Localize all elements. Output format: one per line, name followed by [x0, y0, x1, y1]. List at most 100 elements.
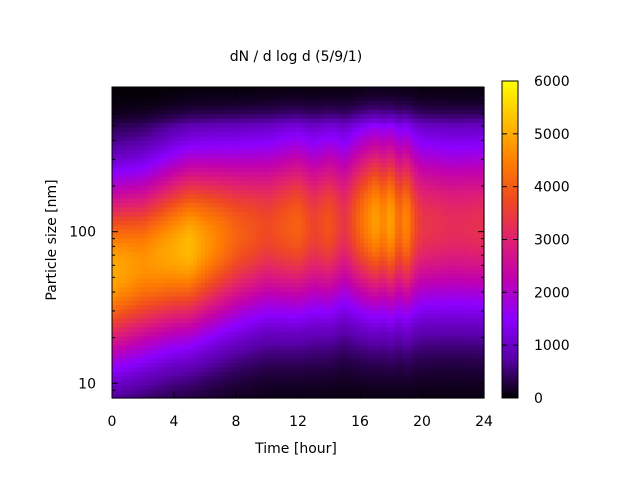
heatmap-cell — [340, 366, 346, 372]
heatmap-cell — [158, 384, 163, 390]
heatmap-cell — [294, 109, 299, 115]
heatmap-cell — [158, 389, 163, 395]
heatmap-cell — [383, 140, 388, 146]
heatmap-cell — [383, 282, 388, 288]
heatmap-cell — [212, 300, 218, 306]
heatmap-cell — [332, 175, 338, 181]
heatmap-cell — [115, 131, 121, 137]
heatmap-cell — [282, 233, 287, 239]
heatmap-cell — [360, 393, 365, 399]
heatmap-cell — [352, 331, 357, 337]
heatmap-cell — [123, 220, 129, 226]
heatmap-cell — [232, 113, 237, 119]
heatmap-cell — [193, 140, 198, 146]
heatmap-cell — [243, 87, 249, 93]
heatmap-cell — [239, 131, 245, 137]
heatmap-cell — [375, 91, 380, 97]
heatmap-cell — [379, 166, 384, 173]
heatmap-cell — [270, 340, 276, 346]
heatmap-cell — [321, 131, 326, 137]
heatmap-cell — [263, 206, 268, 212]
heatmap-cell — [255, 122, 260, 128]
heatmap-cell — [115, 322, 121, 328]
heatmap-cell — [332, 335, 338, 341]
heatmap-cell — [387, 304, 392, 310]
heatmap-cell — [193, 335, 198, 341]
heatmap-cell — [135, 220, 140, 226]
heatmap-cell — [270, 202, 276, 208]
heatmap-cell — [205, 340, 210, 346]
heatmap-cell — [259, 215, 264, 221]
heatmap-cell — [375, 144, 380, 150]
heatmap-cell — [236, 144, 241, 150]
heatmap-cell — [123, 242, 129, 248]
heatmap-cell — [232, 224, 237, 230]
heatmap-cell — [329, 131, 334, 137]
heatmap-cell — [146, 393, 152, 399]
heatmap-cell — [112, 282, 117, 288]
heatmap-cell — [325, 238, 330, 244]
heatmap-cell — [127, 184, 132, 190]
heatmap-cell — [150, 304, 156, 310]
heatmap-cell — [325, 233, 330, 239]
heatmap-cell — [348, 362, 353, 368]
heatmap-cell — [298, 198, 303, 204]
heatmap-cell — [197, 278, 202, 284]
heatmap-cell — [158, 131, 163, 137]
heatmap-cell — [375, 215, 380, 221]
heatmap-cell — [162, 175, 167, 181]
heatmap-cell — [317, 91, 322, 97]
heatmap-cell — [278, 87, 284, 93]
heatmap-cell — [278, 140, 284, 146]
heatmap-cell — [115, 282, 121, 288]
heatmap-cell — [294, 255, 299, 261]
heatmap-cell — [344, 255, 349, 261]
heatmap-cell — [158, 224, 163, 230]
heatmap-cell — [177, 206, 183, 212]
heatmap-cell — [367, 91, 373, 97]
heatmap-cell — [205, 198, 210, 204]
heatmap-cell — [181, 91, 187, 97]
heatmap-cell — [201, 175, 206, 181]
heatmap-cell — [360, 229, 365, 235]
heatmap-cell — [115, 189, 121, 195]
heatmap-cell — [340, 162, 346, 168]
heatmap-cell — [232, 389, 237, 395]
heatmap-cell — [216, 87, 222, 93]
heatmap-cell — [216, 206, 222, 212]
heatmap-cell — [154, 304, 160, 310]
heatmap-cell — [243, 291, 249, 297]
heatmap-cell — [143, 104, 148, 110]
heatmap-cell — [177, 362, 183, 368]
heatmap-cell — [274, 353, 280, 359]
heatmap-cell — [305, 229, 311, 235]
heatmap-cell — [298, 255, 303, 261]
heatmap-cell — [177, 349, 183, 355]
heatmap-cell — [301, 175, 307, 181]
heatmap-cell — [383, 166, 388, 173]
heatmap-cell — [336, 171, 342, 177]
heatmap-cell — [189, 220, 194, 226]
heatmap-cell — [367, 184, 373, 190]
heatmap-cell — [170, 180, 175, 186]
heatmap-cell — [185, 189, 191, 195]
heatmap-cell — [294, 384, 299, 390]
heatmap-cell — [301, 242, 307, 248]
heatmap-cell — [208, 393, 214, 399]
heatmap-cell — [150, 291, 156, 297]
heatmap-cell — [352, 229, 357, 235]
heatmap-cell — [375, 278, 380, 284]
heatmap-cell — [332, 278, 338, 284]
heatmap-cell — [154, 122, 160, 128]
heatmap-cell — [208, 273, 214, 279]
heatmap-cell — [189, 135, 194, 141]
heatmap-cell — [294, 282, 299, 288]
heatmap-cell — [135, 184, 140, 190]
heatmap-cell — [131, 220, 136, 226]
heatmap-cell — [224, 326, 229, 332]
heatmap-cell — [212, 109, 218, 115]
heatmap-cell — [166, 335, 171, 341]
heatmap-cell — [127, 362, 132, 368]
heatmap-cell — [259, 122, 264, 128]
heatmap-cell — [150, 135, 156, 141]
